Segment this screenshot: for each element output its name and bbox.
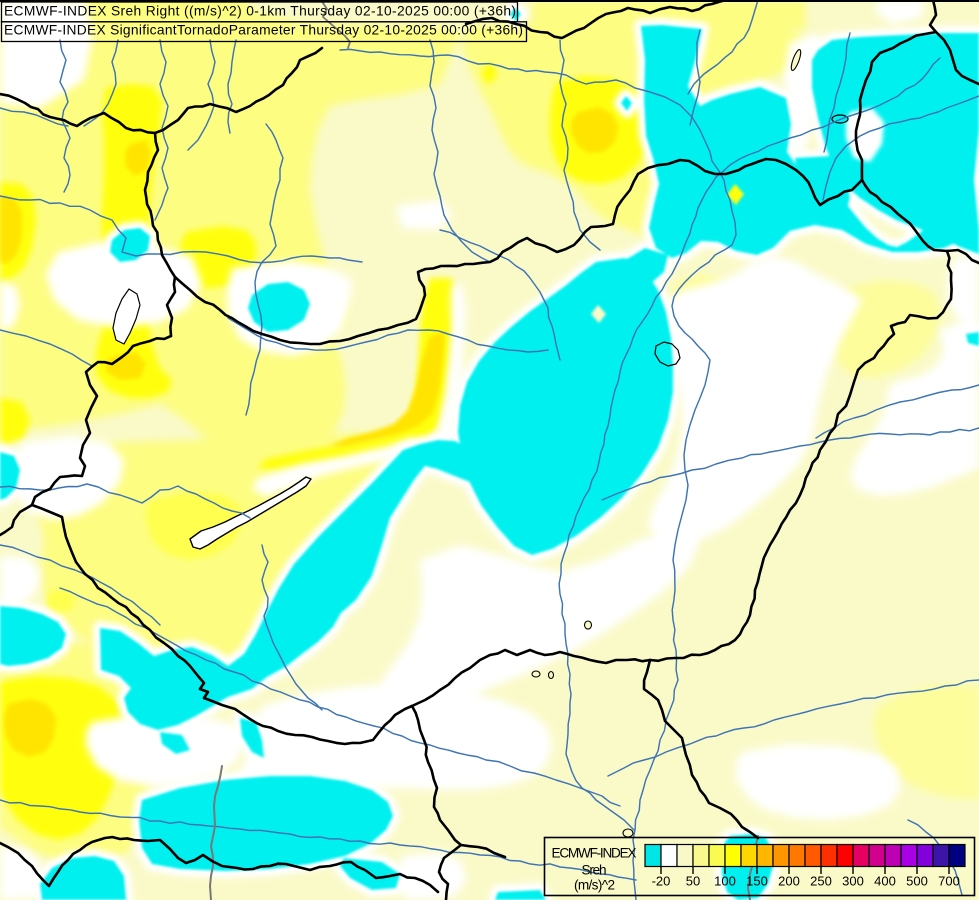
- svg-text:Sreh: Sreh: [582, 862, 607, 877]
- svg-text:250: 250: [810, 873, 832, 888]
- svg-text:150: 150: [746, 873, 768, 888]
- svg-text:ECMWF-INDEX: ECMWF-INDEX: [552, 845, 637, 860]
- svg-text:500: 500: [906, 873, 928, 888]
- svg-text:(m/s)^2: (m/s)^2: [574, 878, 615, 893]
- svg-text:ECMWF-INDEX SignificantTornado: ECMWF-INDEX SignificantTornadoParameter …: [4, 23, 523, 38]
- svg-text:100: 100: [714, 873, 736, 888]
- svg-text:ECMWF-INDEX Sreh Right ((m/s)^: ECMWF-INDEX Sreh Right ((m/s)^2) 0-1km T…: [4, 4, 516, 19]
- svg-text:-20: -20: [652, 873, 671, 888]
- svg-text:700: 700: [938, 873, 960, 888]
- svg-text:300: 300: [842, 873, 864, 888]
- svg-text:200: 200: [778, 873, 800, 888]
- svg-text:400: 400: [874, 873, 896, 888]
- svg-text:50: 50: [686, 873, 700, 888]
